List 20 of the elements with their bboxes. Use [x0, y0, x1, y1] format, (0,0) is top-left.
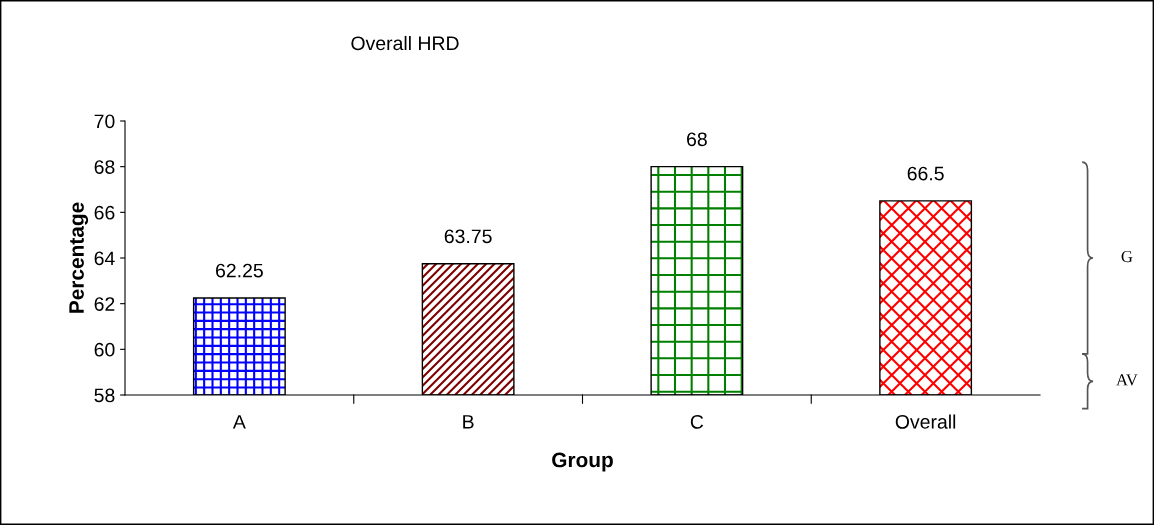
text: G [1121, 250, 1133, 263]
x-tick-label: A [232, 415, 246, 429]
y-axis-title: Percentage [69, 202, 89, 313]
data-label: 66.5 [907, 166, 944, 181]
text: AV [1116, 374, 1138, 386]
y-tick-label: 62 [94, 297, 115, 311]
x-axis-title: Group [552, 452, 613, 472]
chart-title: Overall HRD [351, 35, 459, 51]
x-tick-label: B [463, 415, 474, 429]
y-tick-label: 64 [94, 251, 115, 266]
y-tick-label: 66 [94, 205, 115, 220]
data-label: 62.25 [216, 263, 263, 278]
y-tick-label: 60 [94, 342, 115, 357]
y-tick-label: 70 [94, 114, 115, 129]
x-tick-label: C [690, 414, 704, 429]
y-tick-label: 58 [94, 388, 115, 403]
x-tick-label: Overall [895, 414, 956, 429]
data-label: 68 [687, 132, 707, 147]
data-label: 63.75 [444, 229, 492, 244]
y-tick-label: 68 [94, 160, 115, 174]
